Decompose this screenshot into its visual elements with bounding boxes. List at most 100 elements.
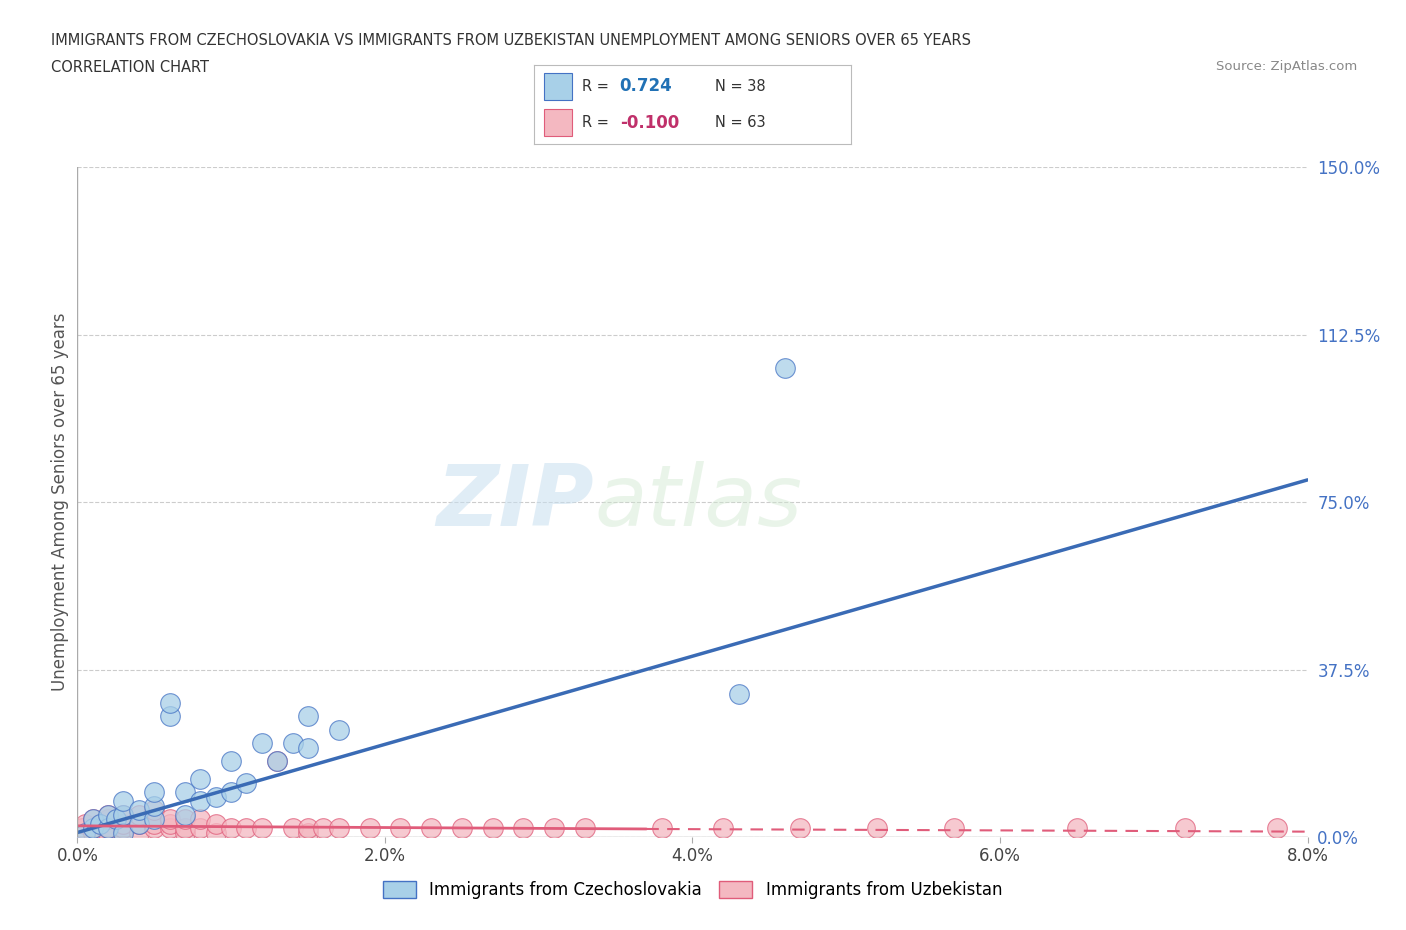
Point — [159, 709, 181, 724]
Point — [651, 820, 673, 835]
Point — [190, 820, 212, 835]
Point — [73, 825, 96, 840]
Point — [82, 825, 104, 840]
Point — [942, 820, 965, 835]
Point — [104, 812, 127, 827]
Point — [143, 798, 166, 813]
Point — [1174, 820, 1197, 835]
Point — [82, 812, 104, 827]
Text: 0.724: 0.724 — [620, 77, 672, 96]
Text: N = 38: N = 38 — [714, 79, 765, 94]
Point — [389, 820, 412, 835]
Point — [789, 820, 811, 835]
Point — [174, 807, 197, 822]
Point — [112, 817, 135, 831]
Point — [773, 361, 796, 376]
Point — [574, 820, 596, 835]
Text: CORRELATION CHART: CORRELATION CHART — [51, 60, 208, 75]
Point — [128, 825, 150, 840]
Point — [266, 753, 288, 768]
Text: atlas: atlas — [595, 460, 801, 544]
Point — [174, 820, 197, 835]
Point — [190, 772, 212, 787]
Point — [235, 820, 257, 835]
Point — [420, 820, 443, 835]
Point — [174, 812, 197, 827]
Point — [450, 820, 472, 835]
Point — [97, 825, 120, 840]
Point — [190, 794, 212, 809]
Point — [128, 817, 150, 831]
Text: Source: ZipAtlas.com: Source: ZipAtlas.com — [1216, 60, 1357, 73]
Point — [297, 709, 319, 724]
Point — [159, 812, 181, 827]
Point — [128, 807, 150, 822]
Point — [159, 820, 181, 835]
Point — [204, 825, 226, 840]
Point — [297, 825, 319, 840]
Point — [219, 785, 242, 800]
Point — [328, 820, 350, 835]
Point — [82, 820, 104, 835]
Point — [143, 785, 166, 800]
Point — [543, 820, 565, 835]
Text: ZIP: ZIP — [436, 460, 595, 544]
Point — [159, 817, 181, 831]
Point — [97, 807, 120, 822]
Point — [82, 820, 104, 835]
Point — [159, 696, 181, 711]
Point — [70, 820, 93, 835]
Point — [266, 753, 288, 768]
Point — [143, 812, 166, 827]
Point — [97, 812, 120, 827]
Point — [204, 817, 226, 831]
Text: -0.100: -0.100 — [620, 113, 679, 132]
Point — [73, 817, 96, 831]
Point — [297, 740, 319, 755]
Point — [82, 812, 104, 827]
Point — [89, 817, 111, 831]
Point — [112, 825, 135, 840]
Point — [359, 820, 381, 835]
Point — [281, 820, 304, 835]
Point — [112, 825, 135, 840]
Point — [97, 820, 120, 835]
Point — [1066, 820, 1088, 835]
Point — [174, 785, 197, 800]
Point — [143, 817, 166, 831]
Point — [174, 825, 197, 840]
Point — [866, 820, 889, 835]
Point — [89, 817, 111, 831]
Point — [97, 807, 120, 822]
Point — [112, 807, 135, 822]
Point — [128, 817, 150, 831]
Point — [328, 723, 350, 737]
Point — [711, 820, 734, 835]
Y-axis label: Unemployment Among Seniors over 65 years: Unemployment Among Seniors over 65 years — [51, 313, 69, 691]
Point — [1265, 820, 1288, 835]
Point — [97, 820, 120, 835]
Point — [235, 776, 257, 790]
Point — [281, 736, 304, 751]
Bar — [544, 110, 572, 137]
Point — [128, 803, 150, 817]
Text: R =: R = — [582, 115, 609, 130]
Bar — [544, 73, 572, 100]
Point — [219, 753, 242, 768]
Point — [297, 820, 319, 835]
Text: N = 63: N = 63 — [714, 115, 765, 130]
Point — [250, 736, 273, 751]
Text: IMMIGRANTS FROM CZECHOSLOVAKIA VS IMMIGRANTS FROM UZBEKISTAN UNEMPLOYMENT AMONG : IMMIGRANTS FROM CZECHOSLOVAKIA VS IMMIGR… — [51, 33, 970, 47]
Point — [112, 807, 135, 822]
Point — [112, 794, 135, 809]
Point — [512, 820, 534, 835]
Point — [727, 686, 749, 701]
Point — [250, 820, 273, 835]
Point — [204, 790, 226, 804]
Point — [312, 820, 335, 835]
Text: R =: R = — [582, 79, 609, 94]
Point — [112, 820, 135, 835]
Point — [143, 820, 166, 835]
Point — [190, 812, 212, 827]
Point — [481, 820, 503, 835]
